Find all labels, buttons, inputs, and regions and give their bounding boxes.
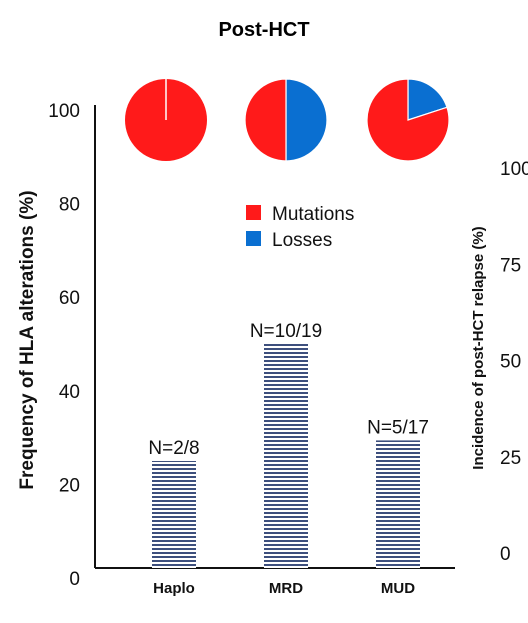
y2-axis-ticks: 0 25 50 75 100: [500, 159, 528, 565]
legend-label-losses: Losses: [272, 230, 332, 251]
y-axis-ticks: 0 20 40 60 80 100: [48, 101, 80, 590]
y-axis-label: Frequency of HLA alterations (%): [17, 190, 38, 489]
legend-swatch-losses: [246, 231, 261, 246]
pie-slice-losses: [407, 78, 448, 121]
y-tick-label: 40: [59, 382, 80, 403]
y2-tick-label: 25: [500, 448, 521, 469]
y2-tick-label: 0: [500, 544, 511, 565]
category-label-mud: MUD: [381, 580, 415, 597]
pie-slice-mutations: [244, 78, 287, 162]
pie-charts: [125, 78, 450, 162]
y-tick-label: 0: [69, 569, 80, 590]
bar-mud: [376, 440, 420, 568]
legend-swatch-mutations: [246, 205, 261, 220]
data-label-mrd: N=10/19: [250, 321, 322, 342]
legend-label-mutations: Mutations: [272, 204, 354, 225]
bar-haplo: [152, 461, 196, 568]
bars: [152, 344, 420, 568]
y2-axis-label: Incidence of post-HCT relapse (%): [470, 226, 487, 469]
y-tick-label: 80: [59, 195, 80, 216]
pie-slice-mutations: [366, 78, 450, 162]
y-tick-label: 100: [48, 101, 80, 122]
legend: Mutations Losses: [246, 204, 354, 251]
chart-title: Post-HCT: [218, 19, 309, 41]
data-label-haplo: N=2/8: [148, 438, 199, 459]
y2-tick-label: 50: [500, 352, 521, 373]
category-label-mrd: MRD: [269, 580, 303, 597]
category-label-haplo: Haplo: [153, 580, 195, 597]
y-tick-label: 20: [59, 475, 80, 496]
y2-tick-label: 75: [500, 255, 521, 276]
pie-slice-losses: [285, 78, 328, 162]
y-tick-label: 60: [59, 288, 80, 309]
data-label-mud: N=5/17: [367, 417, 429, 438]
y2-tick-label: 100: [500, 159, 528, 180]
data-labels: N=2/8 N=10/19 N=5/17: [148, 321, 429, 459]
category-labels: Haplo MRD MUD: [153, 580, 415, 597]
bar-mrd: [264, 344, 308, 568]
